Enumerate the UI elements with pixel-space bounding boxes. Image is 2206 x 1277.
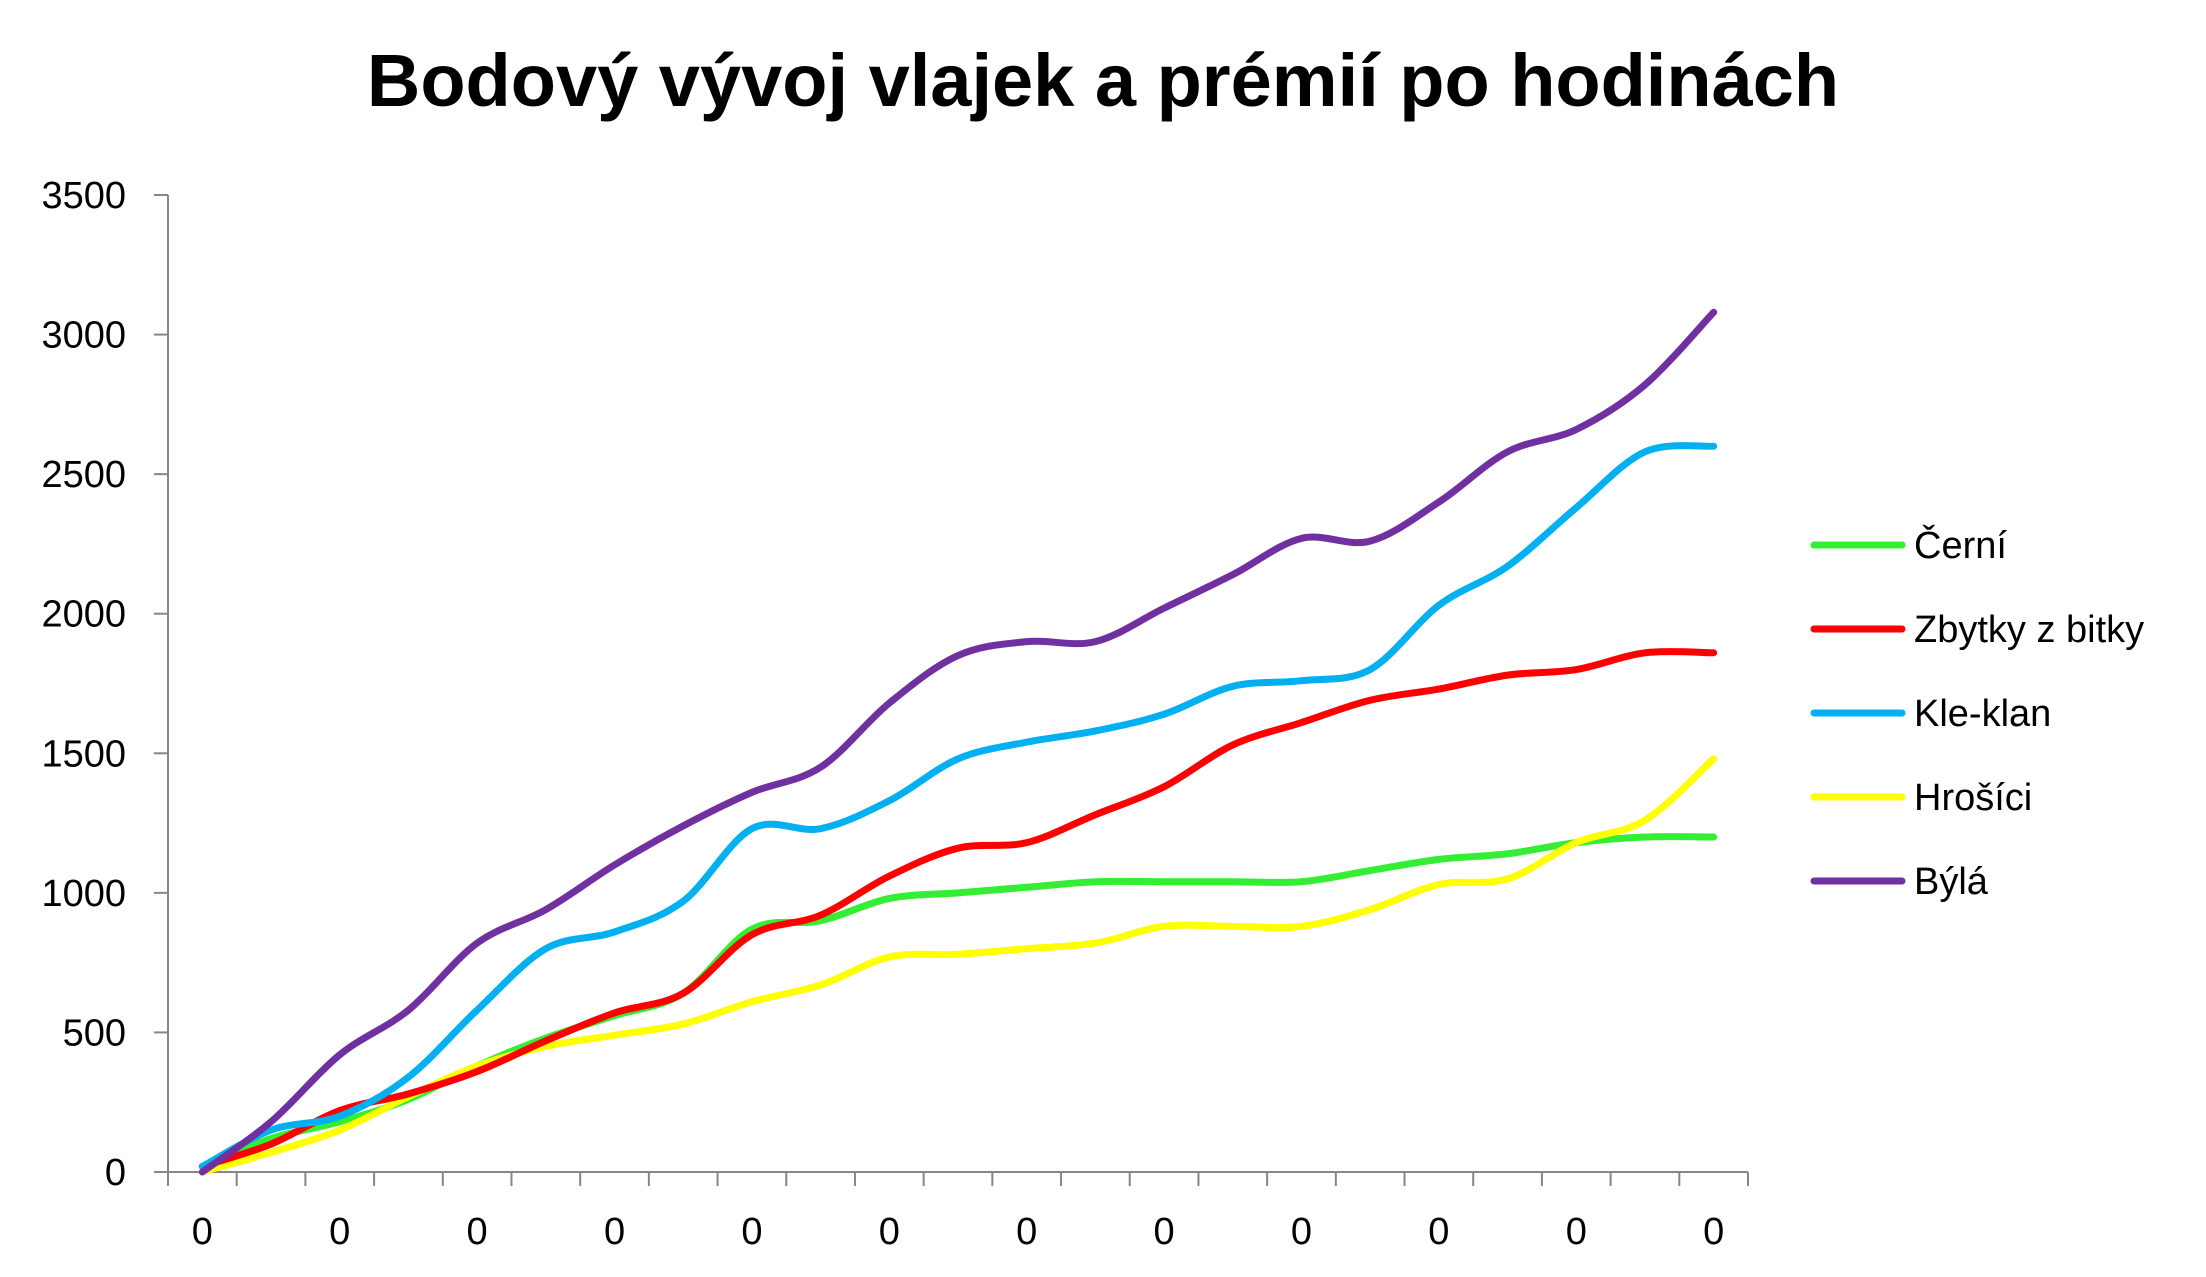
legend-label: Hrošíci (1914, 777, 2032, 819)
y-tick-label: 1500 (41, 733, 126, 775)
x-tick-label: 0 (467, 1211, 488, 1253)
x-tick-label: 0 (192, 1211, 213, 1253)
y-tick-label: 0 (105, 1152, 126, 1194)
series-line-1 (198, 833, 1718, 1170)
x-tick-label: 0 (741, 1211, 762, 1253)
x-tick-label: 0 (879, 1211, 900, 1253)
x-tick-label: 0 (1703, 1211, 1724, 1253)
y-tick-label: 3000 (41, 315, 126, 357)
legend-label: Zbytky z bitky (1914, 609, 2144, 651)
legend-label: Kle-klan (1914, 693, 2051, 735)
x-tick-label: 0 (1428, 1211, 1449, 1253)
x-tick-label: 0 (604, 1211, 625, 1253)
x-tick-label: 0 (1291, 1211, 1312, 1253)
series-layer (198, 308, 1718, 1176)
x-tick-label: 0 (1154, 1211, 1175, 1253)
y-tick-label: 3500 (41, 175, 126, 217)
x-tick-label: 0 (1016, 1211, 1037, 1253)
y-tick-label: 1000 (41, 873, 126, 915)
y-tick-label: 2500 (41, 454, 126, 496)
series-line-2 (198, 648, 1718, 1170)
legend-label: Černí (1914, 523, 2007, 567)
chart-title: Bodový vývoj vlajek a prémií po hodinách (366, 39, 1840, 122)
series-line-4 (198, 755, 1718, 1176)
series-line-3 (198, 442, 1718, 1170)
y-tick-label: 2000 (41, 594, 126, 636)
series-line-5 (198, 308, 1718, 1176)
x-tick-label: 0 (329, 1211, 350, 1253)
legend-label: Býlá (1914, 861, 1989, 903)
x-tick-label: 0 (1566, 1211, 1587, 1253)
y-tick-label: 500 (63, 1012, 126, 1054)
legend: Černí Zbytky z bitky Kle-klan Hrošíci Býlá (1810, 523, 2144, 903)
axes: 0 500 1000 1500 2000 2500 3000 3500 0 0 0 0 0 0 0 0 0 0 0 0 (41, 175, 1749, 1253)
